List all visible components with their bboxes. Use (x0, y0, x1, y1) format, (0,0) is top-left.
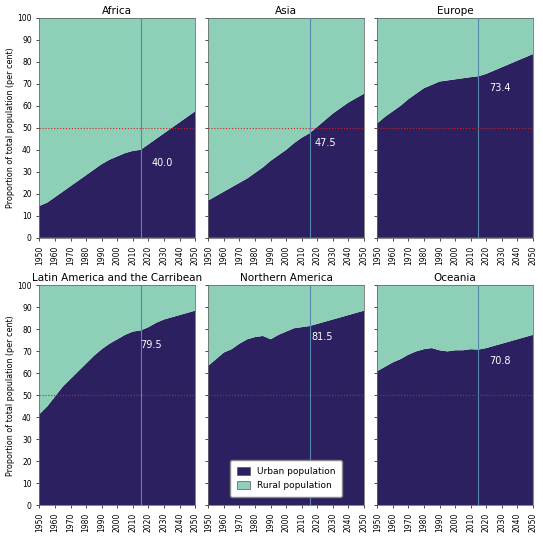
Title: Northern America: Northern America (240, 273, 333, 283)
Title: Latin America and the Carribean: Latin America and the Carribean (32, 273, 203, 283)
Title: Africa: Africa (102, 5, 132, 16)
Text: 79.5: 79.5 (141, 340, 162, 350)
Title: Asia: Asia (275, 5, 297, 16)
Text: 73.4: 73.4 (489, 83, 511, 93)
Title: Europe: Europe (437, 5, 473, 16)
Text: 70.8: 70.8 (489, 356, 511, 366)
Text: 40.0: 40.0 (151, 158, 173, 168)
Title: Oceania: Oceania (434, 273, 476, 283)
Y-axis label: Proportion of total population (per cent): Proportion of total population (per cent… (5, 47, 15, 208)
Text: 81.5: 81.5 (311, 332, 333, 342)
Text: 47.5: 47.5 (314, 138, 336, 148)
Y-axis label: Proportion of total population (per cent): Proportion of total population (per cent… (5, 315, 15, 476)
Legend: Urban population, Rural population: Urban population, Rural population (230, 460, 342, 497)
